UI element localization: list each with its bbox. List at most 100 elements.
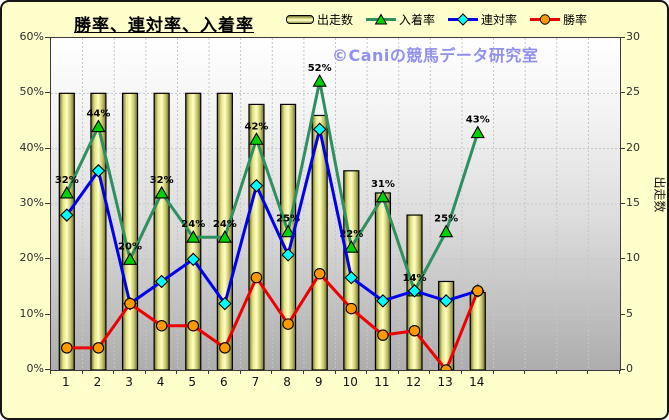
place-rate-marker: [154, 185, 169, 199]
win-rate-marker: [345, 302, 358, 315]
x-axis-tick: [50, 370, 51, 374]
x-axis-tick-label: 10: [342, 375, 358, 389]
place-rate-point-label: 44%: [86, 109, 110, 120]
watermark-text: ©Caniの競馬データ研究室: [332, 46, 539, 65]
starts-bar: [58, 92, 75, 370]
left-axis-tick-label: 50%: [19, 85, 44, 99]
x-axis-tick: [113, 370, 115, 374]
x-axis-tick-label: 12: [405, 375, 422, 389]
place-rate-point-label: 32%: [55, 175, 79, 186]
left-axis-tick: [45, 37, 50, 38]
place-rate-marker: [91, 119, 106, 133]
chart-canvas: 32% 44% 20% 32% 24% 24% 42% 25% 52% 22% 31% 14% 25% 4…: [51, 38, 620, 370]
win-rate-marker: [124, 297, 136, 310]
place-rate-marker: [344, 240, 359, 253]
starts-bar: [374, 192, 392, 370]
quinella-rate-marker: [154, 274, 169, 289]
place-rate-point-label: 52%: [308, 63, 332, 74]
right-axis-tick-label: 10: [626, 251, 640, 265]
x-axis-tick: [271, 370, 273, 374]
x-axis-tick-label: 14: [469, 375, 485, 389]
x-axis-tick-label: 2: [93, 375, 102, 389]
place-rate-point-label: 25%: [434, 214, 458, 225]
place-rate-point-label: 42%: [245, 121, 269, 132]
right-axis-tick: [620, 37, 625, 38]
x-axis-tick: [302, 370, 304, 374]
bar-swatch-icon: [286, 15, 314, 24]
win-rate-marker: [313, 267, 326, 280]
right-axis-title: 出走数: [652, 176, 667, 213]
place-rate-point-label: 24%: [181, 219, 205, 230]
win-rate-marker: [155, 319, 168, 332]
x-axis-tick: [555, 370, 557, 374]
win-rate-marker: [440, 364, 452, 370]
chart-title: 勝率、連対率、入着率: [74, 16, 254, 36]
legend: 出走数 入着率 連対率 勝率: [286, 11, 587, 28]
right-axis-tick: [620, 369, 625, 370]
x-axis-tick: [176, 370, 178, 374]
legend-label-win-rate: 勝率: [563, 13, 588, 27]
place-rate-marker: [122, 252, 138, 265]
place-rate-point-label: 24%: [213, 219, 237, 230]
diamond-line-swatch-icon: [448, 13, 479, 26]
quinella-rate-marker: [376, 294, 390, 308]
left-axis-tick-label: 60%: [19, 30, 44, 43]
legend-label-starts: 出走数: [317, 13, 354, 27]
x-axis-tick: [334, 370, 336, 374]
win-rate-marker: [92, 342, 105, 354]
right-axis-tick-label: 20: [626, 140, 640, 154]
right-axis-tick-label: 30: [626, 30, 640, 43]
x-axis-tick: [397, 370, 399, 374]
x-axis-tick-label: 3: [125, 375, 133, 389]
win-rate-marker: [408, 324, 421, 337]
left-axis-tick: [45, 147, 50, 149]
quinella-rate-marker: [186, 252, 201, 267]
right-axis-tick-label: 0: [626, 362, 633, 375]
quinella-rate-marker: [407, 284, 422, 298]
place-rate-point-label: 43%: [466, 115, 490, 126]
x-axis-tick: [208, 370, 210, 374]
place-rate-point-label: 20%: [118, 241, 142, 252]
place-rate-marker: [438, 224, 454, 238]
quinella-rate-marker: [249, 178, 264, 193]
quinella-rate-marker: [60, 208, 74, 222]
left-axis-tick-label: 40%: [19, 140, 44, 154]
quinella-rate-marker: [218, 296, 232, 311]
legend-item-quinella-rate: 連対率: [448, 11, 517, 28]
starts-bar: [311, 114, 328, 370]
triangle-line-swatch-icon: [366, 13, 397, 25]
win-rate-marker: [282, 318, 294, 330]
place-rate-marker: [312, 74, 327, 87]
x-axis-tick: [366, 370, 368, 374]
right-axis-tick: [620, 203, 625, 204]
right-axis-tick: [620, 258, 625, 260]
place-rate-marker: [186, 230, 201, 243]
right-axis-tick: [620, 92, 625, 94]
legend-item-win-rate: 勝率: [530, 11, 587, 28]
right-axis-tick-label: 15: [626, 196, 640, 209]
right-axis-tick: [620, 147, 625, 149]
starts-bar: [248, 103, 265, 370]
quinella-rate-marker: [344, 270, 359, 285]
right-axis-tick-label: 25: [626, 85, 640, 99]
left-axis-tick-label: 10%: [19, 306, 44, 320]
quinella-rate-marker: [281, 248, 295, 262]
x-axis-tick-label: 6: [220, 375, 228, 389]
legend-label-place-rate: 入着率: [399, 13, 436, 27]
left-axis-tick: [45, 313, 50, 315]
win-rate-marker: [250, 271, 263, 284]
win-rate-marker: [377, 329, 389, 341]
right-axis-tick: [620, 313, 625, 315]
left-axis-tick: [45, 92, 50, 94]
x-axis-tick: [429, 370, 431, 374]
legend-label-quinella-rate: 連対率: [481, 13, 518, 27]
x-axis-tick: [619, 370, 620, 374]
left-axis-tick-label: 20%: [19, 251, 44, 265]
win-rate-marker: [219, 342, 231, 354]
place-rate-point-label: 14%: [403, 273, 427, 284]
x-axis-tick-label: 4: [156, 375, 165, 389]
place-rate-marker: [249, 132, 264, 145]
x-axis-tick-label: 11: [374, 375, 390, 389]
plot-area: 32% 44% 20% 32% 24% 24% 42% 25% 52% 22% 31% 14% 25% 4…: [50, 37, 621, 371]
